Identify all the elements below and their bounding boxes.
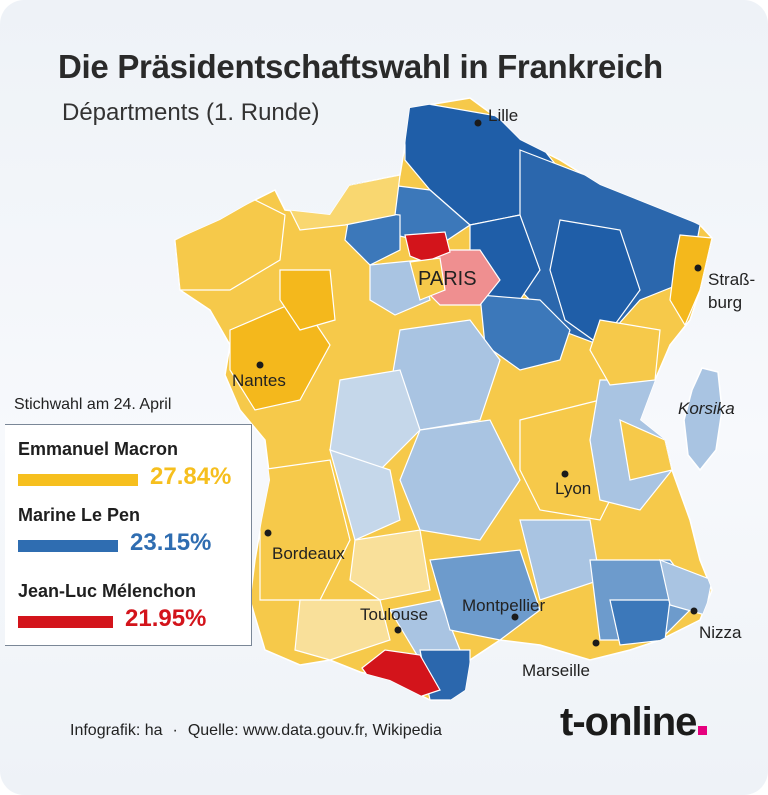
region-normandie <box>284 174 401 231</box>
region-bretagne <box>175 199 286 291</box>
region-aquitaine <box>259 459 351 601</box>
marseille-dot <box>592 639 600 647</box>
nantes-dot <box>256 361 264 369</box>
region-limousin <box>329 369 421 471</box>
page-title: Die Präsidentschaftswahl in Frankreich <box>58 48 663 85</box>
candidate-bar <box>18 540 118 552</box>
candidate-melenchon: Jean-Luc Mélenchon 21.95% <box>18 581 254 636</box>
brand-dot-icon <box>698 726 708 735</box>
nantes-label: Nantes <box>232 371 286 390</box>
region-auvergne <box>399 419 521 541</box>
lyon-label: Lyon <box>555 479 591 498</box>
candidate-macron: Emmanuel Macron 27.84% <box>18 439 254 494</box>
nizza-label: Nizza <box>699 623 742 642</box>
region-dordogne <box>329 449 401 541</box>
region-seine-saint-denis <box>404 231 451 263</box>
toulouse-label: Toulouse <box>360 605 428 624</box>
lille-dot <box>474 119 482 127</box>
candidate-percent: 27.84% <box>150 463 232 490</box>
candidate-name: Marine Le Pen <box>18 505 141 525</box>
montpellier-dot <box>511 613 519 621</box>
brand-text: t-online <box>560 700 697 744</box>
toulouse-dot <box>394 626 402 634</box>
lille-label: Lille <box>488 106 518 125</box>
candidate-name: Jean-Luc Mélenchon <box>18 581 197 601</box>
footer-credits: Infografik: ha · Quelle: www.data.gouv.fr,… <box>70 722 442 740</box>
paris-label: PARIS <box>418 268 477 290</box>
strassburg-dot <box>694 264 702 272</box>
region-alsace <box>669 234 712 327</box>
candidate-bar <box>18 474 138 486</box>
lyon-dot <box>561 470 569 478</box>
korsika-island <box>683 367 723 472</box>
credit-separator: · <box>172 722 178 739</box>
nizza-dot <box>690 607 698 615</box>
source-text: Quelle: www.data.gouv.fr, Wikipedia <box>187 722 442 739</box>
korsika-label: Korsika <box>678 399 735 418</box>
candidate-name: Emmanuel Macron <box>18 439 179 459</box>
candidate-percent: 21.95% <box>125 605 207 632</box>
bordeaux-label: Bordeaux <box>272 544 345 563</box>
page-subtitle: Départments (1. Runde) <box>62 99 320 126</box>
region-pays <box>279 269 336 331</box>
region-franche <box>589 319 661 386</box>
candidate-bar <box>18 616 113 628</box>
brand-logo: t-online <box>560 700 708 745</box>
city-markers: Lille PARIS Straß- burg Nantes Korsika L… <box>232 106 755 680</box>
strassburg-label-line1: Straß- <box>708 270 755 289</box>
candidate-legend: Emmanuel Macron 27.84% Marine Le Pen 23.… <box>5 424 252 646</box>
runoff-note: Stichwahl am 24. April <box>14 396 172 413</box>
region-savoie <box>619 418 673 481</box>
credit-text: Infografik: ha <box>70 722 163 739</box>
region-gers <box>294 599 391 661</box>
region-var <box>609 599 671 646</box>
candidate-lepen: Marine Le Pen 23.15% <box>18 505 254 560</box>
bordeaux-dot <box>264 529 272 537</box>
strassburg-label-line2: burg <box>708 293 742 312</box>
region-yvelines <box>409 257 446 301</box>
marseille-label: Marseille <box>522 661 590 680</box>
candidate-percent: 23.15% <box>130 529 212 556</box>
montpellier-label: Montpellier <box>462 596 545 615</box>
region-quercy <box>349 529 431 601</box>
